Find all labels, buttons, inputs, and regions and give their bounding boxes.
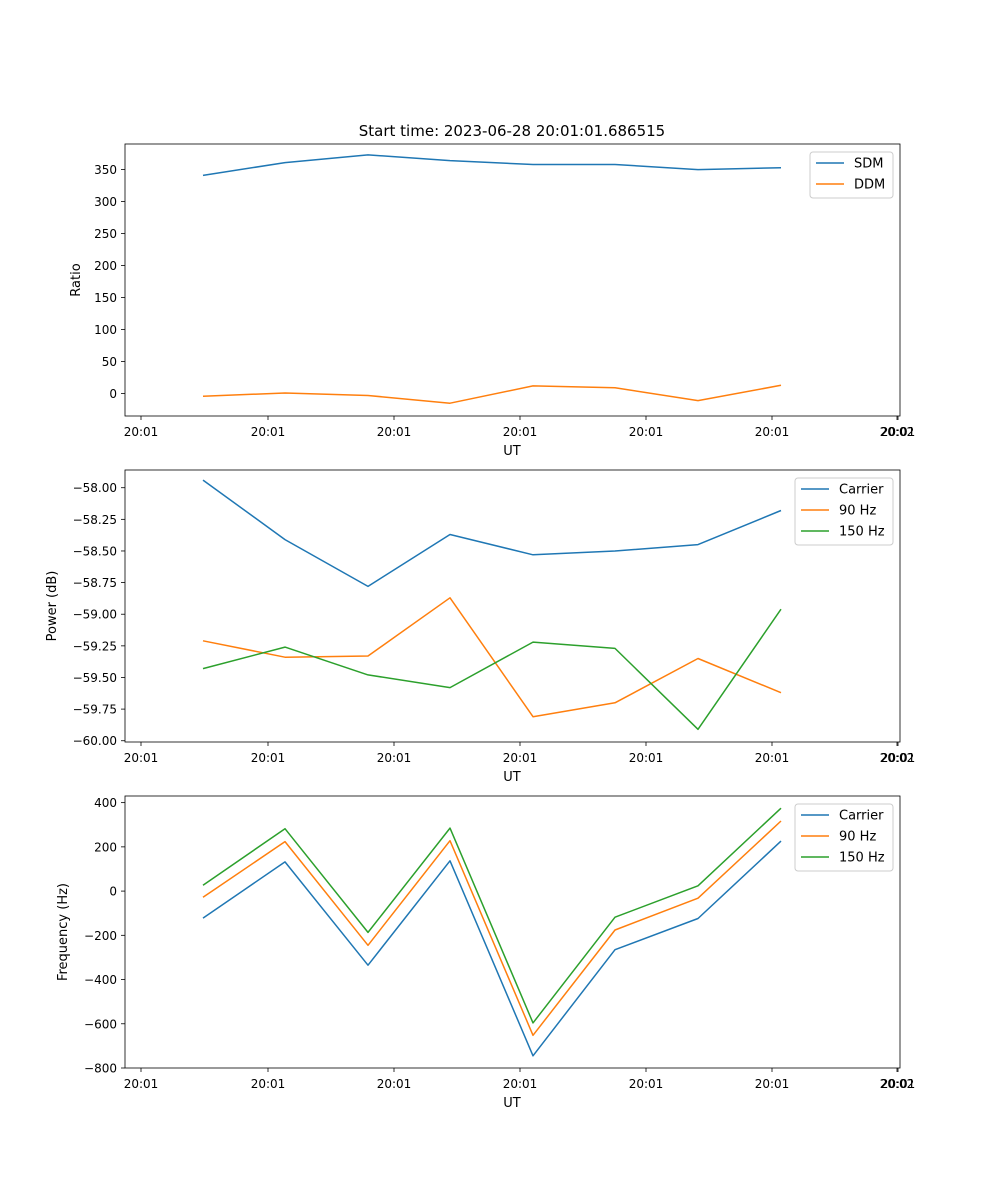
x-tick-label: 20:01 [124, 751, 159, 765]
x-tick-label: 20:01 [377, 1077, 412, 1091]
x-tick-label: 20:01 [251, 1077, 286, 1091]
x-tick-label: 20:02 [880, 751, 915, 765]
x-tick-label: 20:01 [124, 425, 159, 439]
y-tick-label: −59.25 [73, 639, 117, 653]
panels: 20:01 20:01 20:01 20:01 20:01 20:01 20:0120:02… [45, 143, 916, 1111]
axes-frame [124, 143, 901, 417]
axes-frame [124, 795, 901, 1069]
x-tick-label: 20:01 [755, 425, 790, 439]
x-tick-label: 20:01 [755, 1077, 790, 1091]
y-tick-label: −60.00 [73, 734, 117, 748]
x-tick-label: 20:02 [880, 425, 915, 439]
x-tick-label: 20:01 [503, 425, 538, 439]
x-axis-label: UT [503, 444, 521, 459]
y-tick-label: −58.00 [73, 481, 117, 495]
x-tick-label: 20:02 [880, 1077, 915, 1091]
y-tick-label: −800 [84, 1062, 117, 1076]
y-tick-label: 150 [94, 291, 117, 305]
y-axis-label: Power (dB) [45, 571, 60, 642]
y-tick-label: −400 [84, 973, 117, 987]
y-tick-label: 50 [102, 355, 117, 369]
y-axis-label: Frequency (Hz) [56, 883, 71, 981]
x-tick-label: 20:01 [629, 425, 664, 439]
x-tick-label: 20:01 [755, 751, 790, 765]
y-tick-label: 100 [94, 323, 117, 337]
legend: Carrier 90 Hz 150 Hz [794, 803, 894, 872]
chart-panel-1: 20:01 20:01 20:01 20:01 20:01 20:01 20:0120:02… [69, 143, 916, 459]
legend-label: SDM [854, 157, 883, 172]
x-axis-label: UT [503, 770, 521, 785]
x-tick-label: 20:01 [251, 751, 286, 765]
legend-label: DDM [854, 178, 885, 193]
x-tick-label: 20:01 [881, 425, 916, 439]
legend-box [794, 477, 894, 546]
series-line-150-hz [202, 608, 782, 731]
series-line-sdm [202, 154, 782, 177]
y-tick-label: 250 [94, 227, 117, 241]
y-tick-label: −600 [84, 1017, 117, 1031]
y-tick-label: −58.50 [73, 544, 117, 558]
legend-label: 150 Hz [839, 525, 885, 540]
y-tick-label: 0 [109, 387, 117, 401]
y-tick-label: 200 [94, 840, 117, 854]
legend: Carrier 90 Hz 150 Hz [794, 477, 894, 546]
legend: SDM DDM [809, 151, 894, 199]
legend-label: 90 Hz [839, 504, 876, 519]
y-tick-label: 300 [94, 195, 117, 209]
figure-title: Start time: 2023-06-28 20:01:01.686515 [359, 122, 665, 140]
series-line-150-hz [202, 807, 782, 1024]
y-axis-label: Ratio [69, 263, 84, 296]
y-tick-label: −59.50 [73, 671, 117, 685]
x-tick-label: 20:01 [124, 1077, 159, 1091]
chart-panel-3: 20:01 20:01 20:01 20:01 20:01 20:01 20:0120:02… [56, 795, 916, 1111]
legend-label: Carrier [839, 809, 884, 824]
legend-label: Carrier [839, 483, 884, 498]
x-tick-label: 20:01 [377, 425, 412, 439]
series-line-carrier [202, 479, 782, 588]
series-line-90-hz [202, 597, 782, 718]
y-tick-label: 200 [94, 259, 117, 273]
x-axis-label: UT [503, 1096, 521, 1111]
y-tick-label: −58.75 [73, 576, 117, 590]
legend-label: 150 Hz [839, 851, 885, 866]
x-tick-label: 20:01 [629, 1077, 664, 1091]
y-tick-label: −59.00 [73, 608, 117, 622]
x-tick-label: 20:01 [503, 1077, 538, 1091]
series-line-carrier [202, 840, 782, 1057]
x-tick-label: 20:01 [881, 751, 916, 765]
chart-panel-2: 20:01 20:01 20:01 20:01 20:01 20:01 20:0120:02… [45, 469, 916, 785]
x-tick-label: 20:01 [377, 751, 412, 765]
legend-label: 90 Hz [839, 830, 876, 845]
series-line-ddm [202, 384, 782, 404]
y-tick-label: −58.25 [73, 513, 117, 527]
axes-frame [124, 469, 901, 743]
legend-box [794, 803, 894, 872]
y-tick-label: 400 [94, 796, 117, 810]
x-tick-label: 20:01 [503, 751, 538, 765]
series-line-90-hz [202, 820, 782, 1037]
x-tick-label: 20:01 [881, 1077, 916, 1091]
y-tick-label: 350 [94, 163, 117, 177]
y-tick-label: 0 [109, 885, 117, 899]
y-tick-label: −59.75 [73, 703, 117, 717]
y-tick-label: −200 [84, 929, 117, 943]
x-tick-label: 20:01 [251, 425, 286, 439]
x-tick-label: 20:01 [629, 751, 664, 765]
